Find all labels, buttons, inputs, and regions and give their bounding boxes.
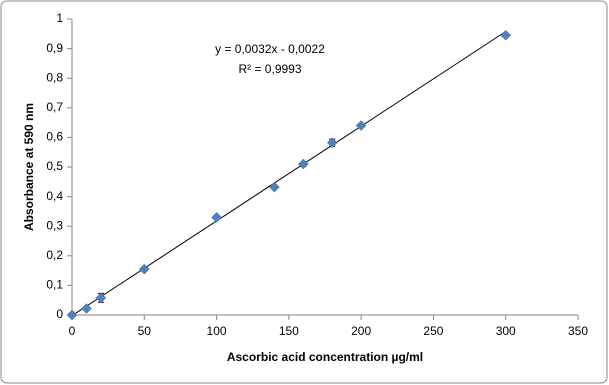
y-tick-label: 0,1 <box>46 278 63 292</box>
trend-equation: y = 0,0032x - 0,0022 <box>215 42 325 56</box>
y-tick-label: 0,6 <box>46 130 63 144</box>
data-point <box>138 263 150 275</box>
y-tick-label: 0,7 <box>46 100 63 114</box>
y-tick-label: 0 <box>56 307 63 321</box>
data-point <box>95 292 107 304</box>
trend-r2: R² = 0,9993 <box>238 62 301 76</box>
y-tick-label: 0,8 <box>46 70 63 84</box>
data-point <box>297 158 309 170</box>
x-tick-label: 50 <box>138 324 152 338</box>
y-tick-label: 0,9 <box>46 41 63 55</box>
data-point <box>500 29 512 41</box>
x-tick-label: 150 <box>279 324 299 338</box>
data-point <box>269 181 280 193</box>
y-axis-label: Absorbance at 590 nm <box>22 103 36 231</box>
x-tick-label: 0 <box>69 324 76 338</box>
x-axis-label: Ascorbic acid concentration µg/ml <box>227 350 423 364</box>
y-tick-label: 0,4 <box>46 189 63 203</box>
data-point <box>211 211 222 223</box>
x-tick-label: 100 <box>207 324 227 338</box>
y-tick-label: 1 <box>56 11 63 25</box>
y-tick-label: 0,2 <box>46 248 63 262</box>
x-tick-label: 300 <box>496 324 516 338</box>
data-point <box>66 309 78 321</box>
data-point <box>81 303 92 314</box>
data-point <box>326 137 338 149</box>
x-tick-label: 200 <box>351 324 371 338</box>
data-point <box>355 120 367 131</box>
x-tick-label: 350 <box>568 324 588 338</box>
y-tick-label: 0,3 <box>46 218 63 232</box>
x-tick-label: 250 <box>423 324 443 338</box>
y-tick-label: 0,5 <box>46 159 63 173</box>
